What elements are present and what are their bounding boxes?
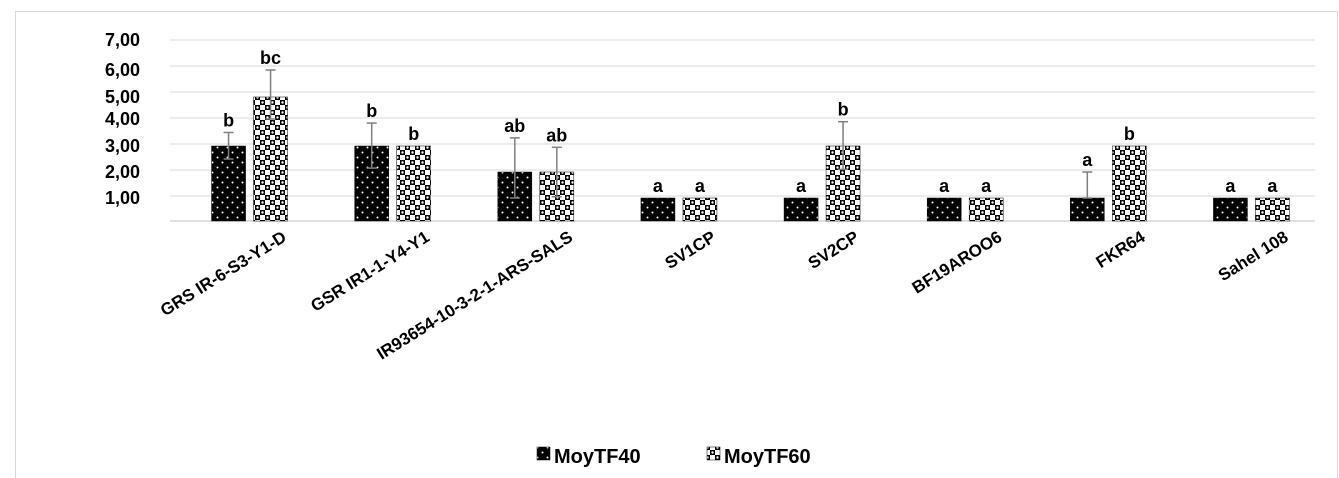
x-category-label: GSR IR1-1-Y4-Y1 [307,227,432,315]
significance-label: b [366,101,377,121]
bar-moytf40 [640,197,676,222]
error-bar [265,69,276,120]
legend-swatch [706,446,721,461]
legend-item: MoyTF60 [706,446,811,468]
bar-moytf60 [1255,197,1290,222]
chart-frame [15,11,1338,478]
significance-label: a [1267,176,1278,196]
significance-label: a [653,176,664,196]
significance-label: b [1124,124,1135,144]
legend-item: MoyTF40 [536,446,641,468]
bars [211,96,1290,222]
error-bar [509,137,520,199]
error-bar [366,122,377,169]
x-category-label: BF19AROO6 [909,227,1006,297]
bar-moytf60 [682,197,718,222]
x-axis-category-labels: GRS IR-6-S3-Y1-D GSR IR1-1-Y4-Y1IR93654-1… [157,227,1292,364]
bar-moytf40 [783,197,819,222]
y-tick-label: 7,00 [105,30,140,50]
legend: MoyTF40 MoyTF60 [536,446,811,468]
legend-label: MoyTF40 [554,446,641,468]
x-category-label: SV2CP [805,227,862,273]
error-bars [223,69,1093,199]
significance-label: a [695,176,706,196]
y-tick-label: 3,00 [105,136,140,156]
bar-moytf40 [926,197,962,222]
error-bar [838,120,849,171]
legend-swatch [536,446,551,461]
bar-moytf40 [1213,197,1248,222]
significance-label: b [223,111,234,131]
y-tick-label: 5,00 [105,87,140,107]
bar-moytf60 [396,145,431,222]
x-category-label: Sahel 108 [1215,227,1292,285]
x-category-label: FKR64 [1093,227,1149,272]
y-tick-label: 2,00 [105,162,140,182]
significance-label: b [838,100,849,120]
bar-moytf60 [1112,145,1147,222]
y-tick-label: 6,00 [105,60,140,80]
significance-label: a [796,176,807,196]
significance-label: ab [504,116,525,136]
bar-moytf60 [968,197,1004,222]
x-category-label: GRS IR-6-S3-Y1-D [157,227,290,320]
bar-moytf40 [1070,197,1105,222]
significance-label: ab [546,125,567,145]
x-category-label: SV1CP [662,227,719,273]
error-bar [551,146,562,198]
y-tick-label: 4,00 [105,109,140,129]
y-tick-label: 1,00 [105,188,140,208]
significance-label: b [408,124,419,144]
significance-label: a [981,176,992,196]
legend-label: MoyTF60 [724,446,811,468]
y-axis-tick-labels: 7,00 6,00 5,004,00 3,00 2,00 1,00 [105,30,140,208]
significance-label: a [1082,150,1093,170]
significance-label: a [1225,176,1236,196]
significance-label: bc [260,48,281,68]
error-bar [1082,171,1093,199]
significance-label: a [939,176,950,196]
error-bar [223,131,234,160]
